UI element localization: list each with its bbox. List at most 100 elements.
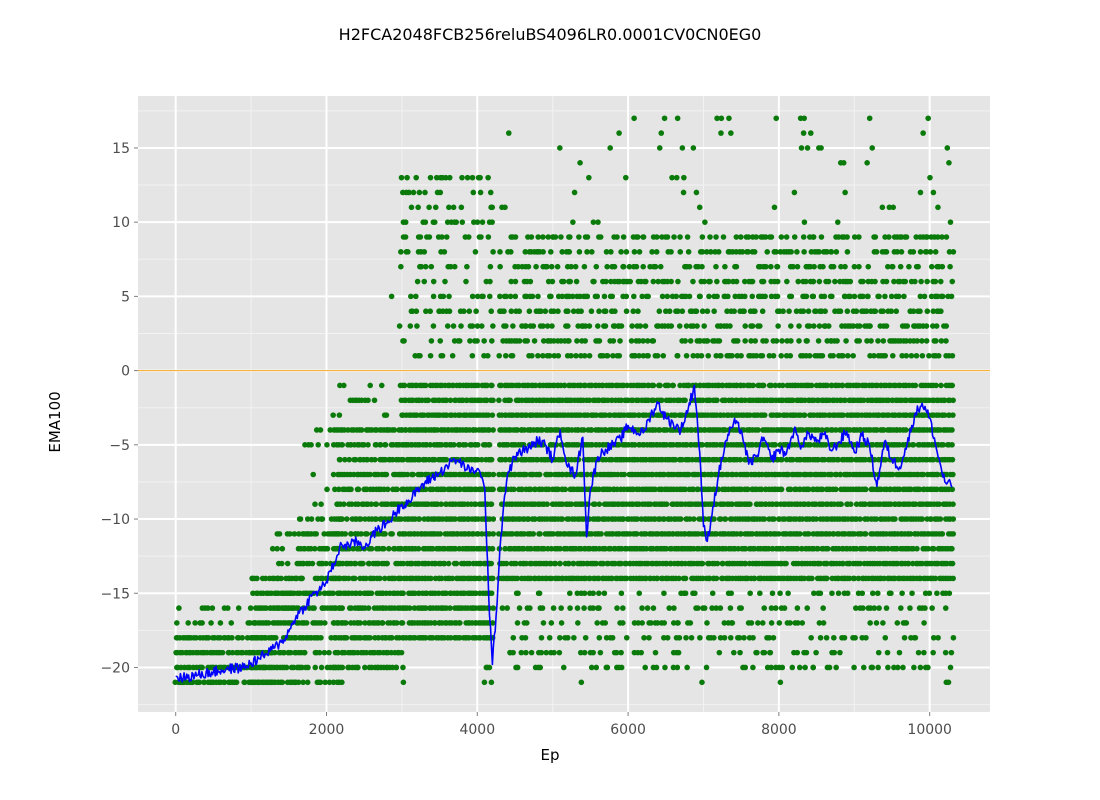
scatter-point (421, 278, 428, 285)
scatter-point (509, 352, 516, 359)
scatter-point (528, 649, 535, 656)
scatter-point (581, 605, 587, 611)
scatter-point (852, 634, 858, 641)
scatter-point (352, 560, 359, 567)
scatter-point (324, 442, 330, 448)
scatter-point (339, 442, 346, 448)
scatter-point (796, 664, 803, 671)
scatter-point (684, 664, 690, 671)
scatter-point (459, 174, 465, 181)
scatter-point (469, 293, 476, 300)
scatter-point (566, 338, 572, 344)
scatter-point (291, 531, 298, 537)
scatter-point (485, 174, 491, 181)
scatter-point (466, 308, 473, 315)
scatter-point (355, 486, 362, 493)
scatter-point (398, 649, 405, 656)
scatter-point (510, 634, 517, 641)
scatter-point (343, 634, 350, 641)
scatter-point (926, 590, 933, 597)
scatter-point (770, 634, 777, 641)
scatter-point (304, 516, 311, 522)
scatter-point (286, 575, 293, 582)
scatter-point (427, 174, 434, 181)
scatter-point (950, 501, 956, 507)
scatter-point (415, 545, 422, 552)
scatter-point (657, 382, 663, 389)
scatter-point (537, 531, 543, 537)
scatter-point (452, 516, 458, 522)
scatter-point (804, 605, 811, 611)
scatter-point (514, 664, 521, 671)
scatter-point (193, 634, 199, 641)
scatter-point (567, 605, 573, 611)
scatter-point (674, 664, 681, 671)
scatter-point (741, 634, 747, 641)
scatter-point (382, 531, 388, 537)
scatter-point (925, 664, 931, 671)
scatter-point (438, 575, 445, 582)
scatter-point (771, 516, 777, 522)
scatter-point (294, 560, 301, 567)
scatter-point (262, 575, 269, 582)
scatter-point (437, 338, 444, 344)
scatter-point (457, 620, 463, 626)
scatter-point (372, 456, 378, 463)
scatter-point (199, 664, 205, 671)
scatter-point (335, 649, 341, 656)
scatter-point (581, 590, 588, 597)
scatter-point (644, 605, 651, 611)
scatter-point (477, 174, 483, 181)
scatter-point (309, 560, 316, 567)
scatter-points (172, 115, 957, 686)
scatter-point (413, 293, 419, 300)
scatter-point (862, 531, 869, 537)
scatter-point (209, 605, 216, 611)
scatter-point (400, 664, 406, 671)
scatter-point (847, 501, 854, 507)
scatter-point (860, 605, 866, 611)
scatter-point (460, 308, 467, 315)
scatter-point (378, 382, 385, 389)
scatter-point (822, 442, 829, 448)
scatter-point (450, 204, 457, 211)
scatter-point (362, 620, 368, 626)
scatter-point (950, 531, 957, 537)
scatter-point (365, 605, 372, 611)
scatter-point (750, 634, 756, 641)
scatter-point (899, 590, 905, 597)
scatter-point (345, 575, 352, 582)
scatter-point (453, 560, 460, 567)
scatter-point (939, 531, 946, 537)
scatter-point (621, 471, 628, 478)
scatter-point (903, 427, 909, 433)
scatter-point (530, 323, 537, 329)
scatter-point (590, 590, 596, 597)
scatter-point (831, 649, 838, 656)
scatter-point (596, 590, 602, 597)
scatter-point (324, 545, 331, 552)
scatter-point (443, 234, 450, 240)
scatter-point (330, 590, 336, 597)
scatter-point (755, 620, 761, 626)
scatter-point (295, 679, 302, 686)
scatter-point (488, 501, 495, 507)
scatter-point (360, 560, 366, 567)
scatter-point (446, 293, 452, 300)
scatter-point (463, 278, 469, 285)
scatter-point (481, 338, 487, 344)
scatter-point (326, 679, 333, 686)
scatter-point (713, 575, 720, 582)
scatter-point (426, 204, 432, 211)
scatter-point (447, 397, 454, 404)
scatter-point (642, 664, 648, 671)
scatter-point (475, 382, 481, 389)
scatter-point (789, 664, 796, 671)
scatter-point (343, 620, 349, 626)
scatter-point (399, 620, 406, 626)
scatter-point (274, 590, 280, 597)
scatter-point (618, 664, 625, 671)
scatter-point (934, 590, 940, 597)
scatter-point (318, 664, 325, 671)
